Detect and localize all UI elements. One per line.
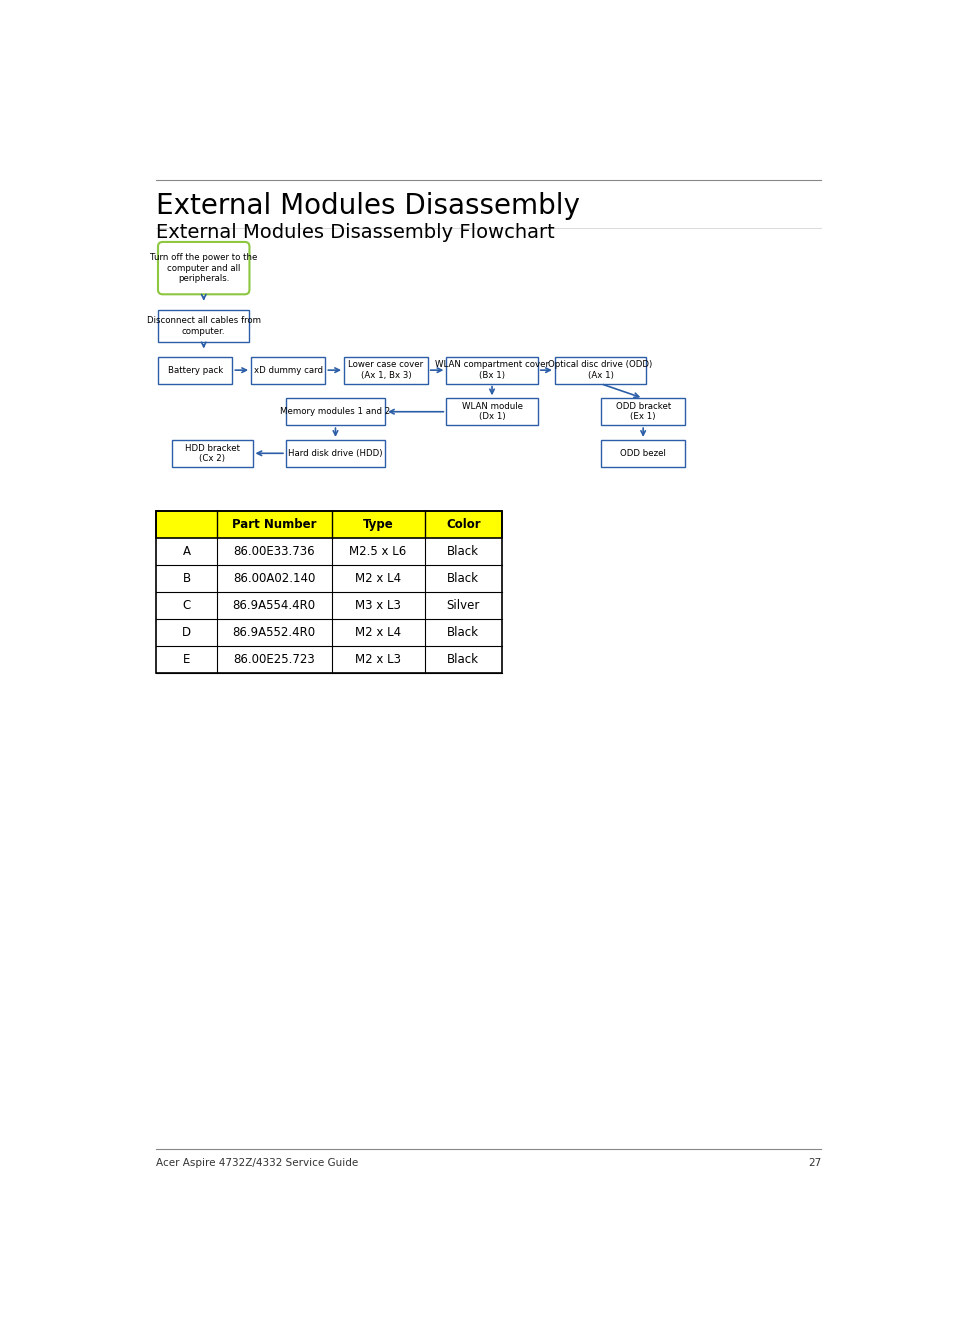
Text: 86.9A554.4R0: 86.9A554.4R0 — [233, 600, 315, 612]
Text: M2 x L4: M2 x L4 — [355, 627, 401, 639]
Bar — [600, 440, 684, 466]
Text: HDD bracket
(Cx 2): HDD bracket (Cx 2) — [185, 444, 239, 464]
Text: 86.9A552.4R0: 86.9A552.4R0 — [233, 627, 315, 639]
Text: External Modules Disassembly Flowchart: External Modules Disassembly Flowchart — [156, 223, 555, 242]
Text: WLAN module
(Dx 1): WLAN module (Dx 1) — [461, 402, 522, 421]
Text: Type: Type — [362, 518, 393, 532]
Text: D: D — [182, 627, 191, 639]
Text: 86.00A02.140: 86.00A02.140 — [233, 572, 315, 585]
Bar — [286, 440, 385, 466]
Text: Black: Black — [447, 545, 478, 558]
Bar — [156, 512, 501, 538]
Text: Disconnect all cables from
computer.: Disconnect all cables from computer. — [147, 317, 260, 335]
Text: Battery pack: Battery pack — [168, 366, 223, 374]
Text: 86.00E33.736: 86.00E33.736 — [233, 545, 314, 558]
Text: xD dummy card: xD dummy card — [253, 366, 322, 374]
Bar — [158, 357, 233, 383]
Text: ODD bezel: ODD bezel — [619, 449, 665, 458]
Text: Color: Color — [446, 518, 480, 532]
Text: External Modules Disassembly: External Modules Disassembly — [156, 192, 579, 220]
Text: WLAN compartment cover
(Bx 1): WLAN compartment cover (Bx 1) — [435, 361, 548, 379]
Text: A: A — [182, 545, 191, 558]
Bar — [446, 357, 537, 383]
Bar — [446, 398, 537, 425]
Text: Lower case cover
(Ax 1, Bx 3): Lower case cover (Ax 1, Bx 3) — [348, 361, 423, 379]
Bar — [172, 440, 253, 466]
Text: Silver: Silver — [446, 600, 479, 612]
Bar — [555, 357, 645, 383]
Bar — [158, 310, 249, 342]
Text: M2 x L4: M2 x L4 — [355, 572, 401, 585]
Text: C: C — [182, 600, 191, 612]
Bar — [251, 357, 325, 383]
Text: Black: Black — [447, 653, 478, 667]
Text: Acer Aspire 4732Z/4332 Service Guide: Acer Aspire 4732Z/4332 Service Guide — [156, 1158, 358, 1168]
Bar — [156, 512, 501, 673]
Text: E: E — [183, 653, 191, 667]
Text: Black: Black — [447, 572, 478, 585]
Text: B: B — [182, 572, 191, 585]
Text: Optical disc drive (ODD)
(Ax 1): Optical disc drive (ODD) (Ax 1) — [548, 361, 652, 379]
Text: 27: 27 — [807, 1158, 821, 1168]
FancyBboxPatch shape — [158, 242, 249, 294]
Text: 86.00E25.723: 86.00E25.723 — [233, 653, 314, 667]
Text: Part Number: Part Number — [232, 518, 316, 532]
Bar — [600, 398, 684, 425]
Text: M3 x L3: M3 x L3 — [355, 600, 400, 612]
Text: M2 x L3: M2 x L3 — [355, 653, 400, 667]
Text: Black: Black — [447, 627, 478, 639]
Bar — [286, 398, 385, 425]
Text: M2.5 x L6: M2.5 x L6 — [349, 545, 406, 558]
Text: Memory modules 1 and 2: Memory modules 1 and 2 — [280, 407, 390, 417]
Bar — [344, 357, 427, 383]
Text: Turn off the power to the
computer and all
peripherals.: Turn off the power to the computer and a… — [150, 254, 257, 283]
Text: ODD bracket
(Ex 1): ODD bracket (Ex 1) — [615, 402, 670, 421]
Text: Hard disk drive (HDD): Hard disk drive (HDD) — [288, 449, 382, 458]
